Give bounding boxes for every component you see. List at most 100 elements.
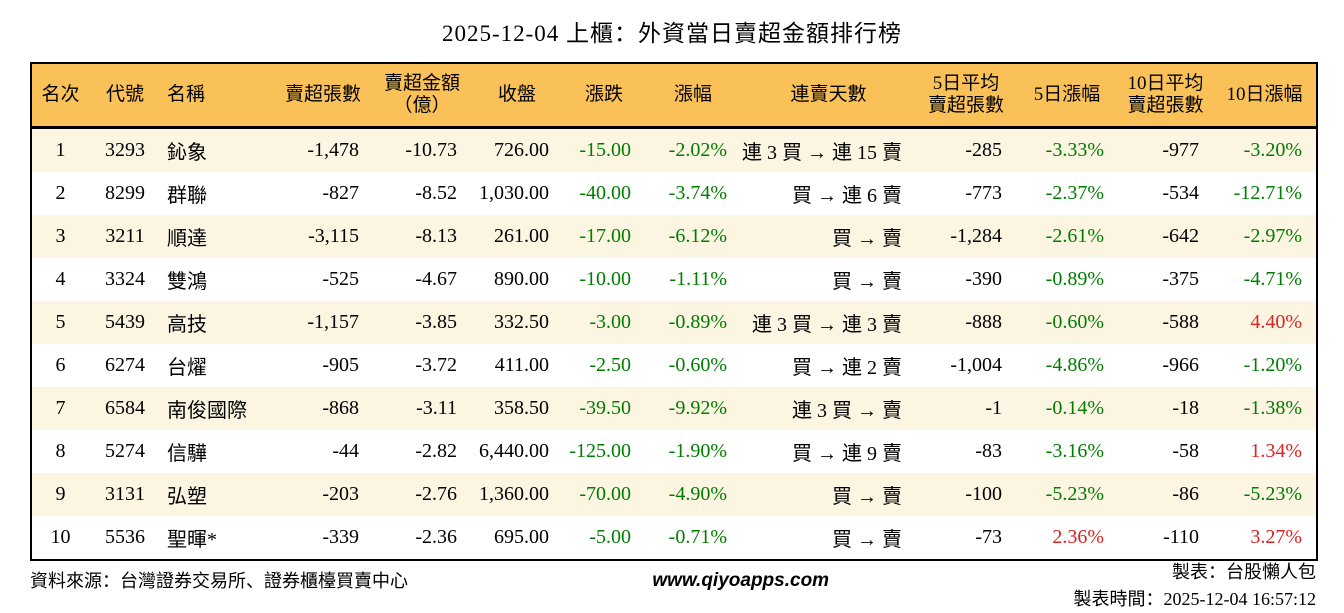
cell-avg10: -375 xyxy=(1162,268,1199,290)
col-header-avg5: 5日平均 賣超張數 xyxy=(916,63,1016,129)
table-row: 2 8299 群聯 -827 -8.52 1,030.00 -40.00 -3.74% 買 → … xyxy=(31,172,1317,215)
cell-avg5: -1 xyxy=(985,397,1002,419)
cell-streak: 買 → 連 6 賣 xyxy=(792,185,902,207)
cell-sell_vol: -905 xyxy=(322,354,359,376)
cell-chg: -40.00 xyxy=(579,182,631,204)
cell-code: 5536 xyxy=(105,526,145,548)
cell-rank: 5 xyxy=(55,311,66,333)
cell-sell_amt: -2.82 xyxy=(415,440,457,462)
cell-close: 332.50 xyxy=(494,311,549,333)
cell-close: 261.00 xyxy=(494,225,549,247)
cell-rank: 10 xyxy=(50,526,71,548)
cell-avg5: -1,004 xyxy=(950,354,1002,376)
cell-rank: 1 xyxy=(55,139,66,161)
cell-streak: 買 → 賣 xyxy=(832,271,902,293)
cell-sell_vol: -827 xyxy=(322,182,359,204)
cell-name: 雙鴻 xyxy=(167,271,207,293)
cell-close: 890.00 xyxy=(494,268,549,290)
cell-close: 1,360.00 xyxy=(479,483,549,505)
cell-chg: -10.00 xyxy=(579,268,631,290)
made-by-label: 製表：台股懶人包 xyxy=(1171,562,1316,582)
cell-close: 411.00 xyxy=(494,354,549,376)
col-header-sell_amt: 賣超金額 （億） xyxy=(373,63,471,129)
cell-avg5: -1,284 xyxy=(950,225,1002,247)
table-row: 3 3211 順達 -3,115 -8.13 261.00 -17.00 -6.12% 買 → … xyxy=(31,215,1317,258)
cell-chg_pct: -1.90% xyxy=(668,440,727,462)
cell-avg10: -58 xyxy=(1172,440,1199,462)
cell-avg5: -83 xyxy=(975,440,1002,462)
cell-pct10: -12.71% xyxy=(1233,182,1302,204)
cell-chg_pct: -0.71% xyxy=(668,526,727,548)
cell-chg: -2.50 xyxy=(589,354,631,376)
cell-sell_amt: -4.67 xyxy=(415,268,457,290)
cell-chg_pct: -1.11% xyxy=(669,268,727,290)
cell-chg: -39.50 xyxy=(579,397,631,419)
cell-pct10: -2.97% xyxy=(1243,225,1302,247)
cell-sell_vol: -339 xyxy=(322,526,359,548)
cell-name: 南俊國際 xyxy=(167,400,247,422)
col-header-name: 名稱 xyxy=(161,63,273,129)
cell-sell_amt: -10.73 xyxy=(405,139,457,161)
page-title: 2025-12-04 上櫃：外資當日賣超金額排行榜 xyxy=(441,21,903,46)
cell-chg: -17.00 xyxy=(579,225,631,247)
cell-pct5: -3.33% xyxy=(1045,139,1104,161)
table-row: 4 3324 雙鴻 -525 -4.67 890.00 -10.00 -1.11% 買 → 賣 -… xyxy=(31,258,1317,301)
cell-chg: -125.00 xyxy=(569,440,631,462)
cell-chg: -3.00 xyxy=(589,311,631,333)
ranking-table: 名次 代號 名稱 賣超張數 賣超金額 （億） 收盤 漲跌 漲幅 連賣天數 5日平均 賣超張數 5日漲… xyxy=(30,62,1318,561)
cell-pct10: -5.23% xyxy=(1243,483,1302,505)
cell-name: 群聯 xyxy=(167,185,207,207)
table-row: 9 3131 弘塑 -203 -2.76 1,360.00 -70.00 -4.90% 買 → … xyxy=(31,473,1317,516)
footer: 資料來源：台灣證券交易所、證券櫃檯買賣中心 www.qiyoapps.com 製… xyxy=(30,558,1316,610)
table-row: 8 5274 信驊 -44 -2.82 6,440.00 -125.00 -1.90% 買 → … xyxy=(31,430,1317,473)
cell-sell_amt: -2.36 xyxy=(415,526,457,548)
cell-sell_amt: -3.11 xyxy=(416,397,457,419)
cell-pct10: -4.71% xyxy=(1243,268,1302,290)
cell-rank: 9 xyxy=(55,483,66,505)
cell-chg: -70.00 xyxy=(579,483,631,505)
cell-streak: 連 3 買 → 連 15 賣 xyxy=(742,142,902,164)
cell-pct5: -5.23% xyxy=(1045,483,1104,505)
cell-chg: -5.00 xyxy=(589,526,631,548)
cell-code: 8299 xyxy=(105,182,145,204)
ranking-table-container: 名次 代號 名稱 賣超張數 賣超金額 （億） 收盤 漲跌 漲幅 連賣天數 5日平均 賣超張數 5日漲… xyxy=(30,62,1318,561)
cell-chg_pct: -2.02% xyxy=(668,139,727,161)
cell-avg5: -390 xyxy=(965,268,1002,290)
cell-chg_pct: -4.90% xyxy=(668,483,727,505)
cell-name: 鈊象 xyxy=(167,142,207,164)
col-header-chg: 漲跌 xyxy=(563,63,645,129)
cell-sell_amt: -3.72 xyxy=(415,354,457,376)
cell-sell_amt: -8.13 xyxy=(415,225,457,247)
cell-pct10: 3.27% xyxy=(1250,526,1302,548)
cell-chg: -15.00 xyxy=(579,139,631,161)
cell-avg5: -100 xyxy=(965,483,1002,505)
cell-pct5: -0.89% xyxy=(1045,268,1104,290)
cell-pct10: -1.38% xyxy=(1243,397,1302,419)
cell-avg10: -110 xyxy=(1163,526,1199,548)
cell-chg_pct: -6.12% xyxy=(668,225,727,247)
cell-pct10: 1.34% xyxy=(1250,440,1302,462)
col-header-rank: 名次 xyxy=(31,63,89,129)
cell-close: 726.00 xyxy=(494,139,549,161)
cell-streak: 買 → 賣 xyxy=(832,228,902,250)
cell-avg10: -86 xyxy=(1172,483,1199,505)
table-body: 1 3293 鈊象 -1,478 -10.73 726.00 -15.00 -2.02% 連 3… xyxy=(31,127,1317,561)
cell-sell_vol: -3,115 xyxy=(308,225,359,247)
cell-name: 聖暉* xyxy=(167,529,217,551)
cell-rank: 3 xyxy=(55,225,66,247)
col-header-close: 收盤 xyxy=(471,63,563,129)
col-header-chg_pct: 漲幅 xyxy=(645,63,741,129)
col-header-avg10: 10日平均 賣超張數 xyxy=(1118,63,1213,129)
website-label: www.qiyoapps.com xyxy=(652,570,830,591)
cell-avg10: -588 xyxy=(1162,311,1199,333)
cell-code: 6274 xyxy=(105,354,145,376)
cell-avg10: -642 xyxy=(1162,225,1199,247)
cell-avg10: -977 xyxy=(1162,139,1199,161)
table-row: 5 5439 高技 -1,157 -3.85 332.50 -3.00 -0.89% 連 3 買… xyxy=(31,301,1317,344)
cell-pct5: 2.36% xyxy=(1052,526,1104,548)
cell-pct5: -2.37% xyxy=(1045,182,1104,204)
cell-chg_pct: -3.74% xyxy=(668,182,727,204)
cell-pct5: -4.86% xyxy=(1045,354,1104,376)
cell-streak: 買 → 連 2 賣 xyxy=(792,357,902,379)
cell-sell_vol: -44 xyxy=(332,440,359,462)
